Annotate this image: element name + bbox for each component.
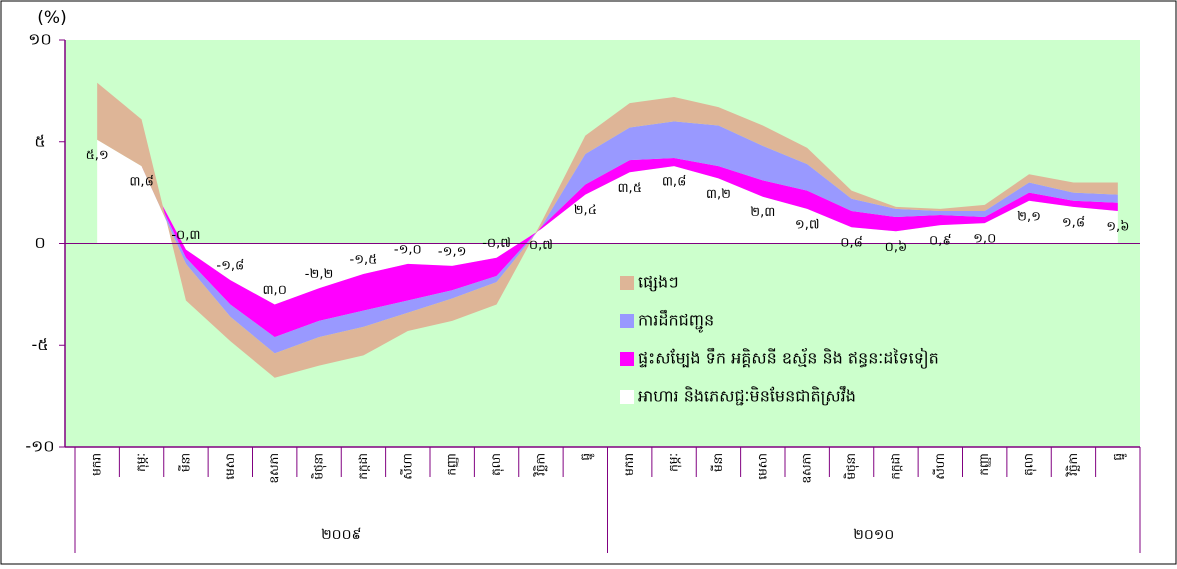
value-label: ០,៧ — [529, 238, 553, 253]
x-tick-label: មិថុនា — [843, 453, 859, 480]
value-label: ០,៩ — [929, 234, 952, 249]
area — [97, 121, 1118, 354]
x-tick-label: មករា — [90, 453, 104, 476]
x-group-label: ២០០៩ — [321, 527, 361, 543]
value-label: -១,០ — [394, 242, 422, 257]
value-label: ៥,១ — [86, 148, 109, 163]
x-group-label: ២០១០ — [853, 527, 894, 543]
value-label: ១,០ — [973, 232, 996, 247]
x-tick-label: មីនា — [710, 453, 725, 472]
x-tick-label: កញ្ញា — [977, 453, 991, 476]
x-tick-label: កុម្ភៈ — [134, 453, 149, 472]
legend-swatch — [620, 390, 634, 404]
x-tick-label: សីហា — [399, 453, 414, 480]
value-label: ៣,៥ — [617, 181, 641, 196]
x-tick-label: មិថុនា — [311, 453, 327, 480]
value-label: ៣,២ — [706, 187, 731, 202]
value-label: ១,៦ — [1106, 219, 1129, 234]
value-label: ៣,០ — [262, 283, 286, 298]
value-label: ៣,៨ — [129, 175, 153, 190]
x-tick-label: តុលា — [489, 453, 504, 476]
y-tick-label: -១០ — [25, 437, 54, 456]
y-tick-label: -៥ — [31, 335, 48, 354]
legend-swatch — [620, 276, 634, 290]
x-tick-label: វិច្ឆិកា — [532, 453, 547, 477]
value-label: ២,៣ — [750, 205, 775, 220]
value-label: ០,៦ — [885, 240, 908, 255]
legend-label: ផ្សេងៗ — [638, 273, 679, 292]
x-tick-label: មករា — [622, 453, 636, 476]
y-tick-label: ១០ — [28, 30, 51, 49]
x-tick-label: តុលា — [1022, 453, 1037, 476]
value-label: -១,៨ — [216, 259, 244, 274]
x-tick-label: សីហា — [932, 453, 947, 480]
value-label: ២,១ — [1017, 209, 1041, 224]
value-label: -២,២ — [305, 267, 334, 282]
y-axis-label: (%) — [37, 8, 66, 28]
x-tick-label: កក្កដា — [356, 453, 370, 480]
x-tick-label: ឧសភា — [267, 453, 281, 483]
value-label: -០,៧ — [482, 236, 511, 251]
x-tick-label: កញ្ញា — [445, 453, 459, 476]
value-label: -១,១ — [438, 244, 467, 259]
x-tick-label: មេសា — [755, 453, 769, 480]
y-tick-label: ៥ — [34, 131, 45, 150]
x-tick-label: កុម្ភៈ — [667, 453, 682, 472]
x-tick-label: ធ្នូ — [578, 453, 595, 461]
legend-swatch — [620, 352, 634, 366]
legend-label: ផ្ទះសម្បែង ទឹក អគ្គិសនី ឧស្ម័ន និង ឥន្ធន… — [638, 348, 939, 370]
y-tick-label: ០ — [34, 233, 45, 252]
area — [97, 139, 1118, 305]
x-tick-label: វិច្ឆិកា — [1065, 453, 1080, 477]
value-label: ១,៨ — [1062, 215, 1085, 230]
value-label: ២,៤ — [574, 203, 597, 218]
value-label: ១,៧ — [795, 217, 820, 232]
value-label: -០,៣ — [171, 228, 200, 243]
x-tick-label: មីនា — [177, 453, 192, 472]
value-label: ៣,៨ — [662, 175, 686, 190]
area — [97, 139, 1118, 338]
x-tick-label: កក្កដា — [888, 453, 902, 480]
value-label: ០,៨ — [840, 236, 863, 251]
legend-swatch — [620, 314, 634, 328]
x-tick-label: មេសា — [223, 453, 237, 480]
x-tick-label: ធ្នូ — [1110, 453, 1127, 461]
legend-label: អាហារ និងភេសជ្ជៈមិនមែនជាតិស្រវឹង — [638, 386, 856, 406]
value-label: -១,៥ — [350, 253, 378, 268]
x-tick-label: ឧសភា — [800, 453, 814, 483]
